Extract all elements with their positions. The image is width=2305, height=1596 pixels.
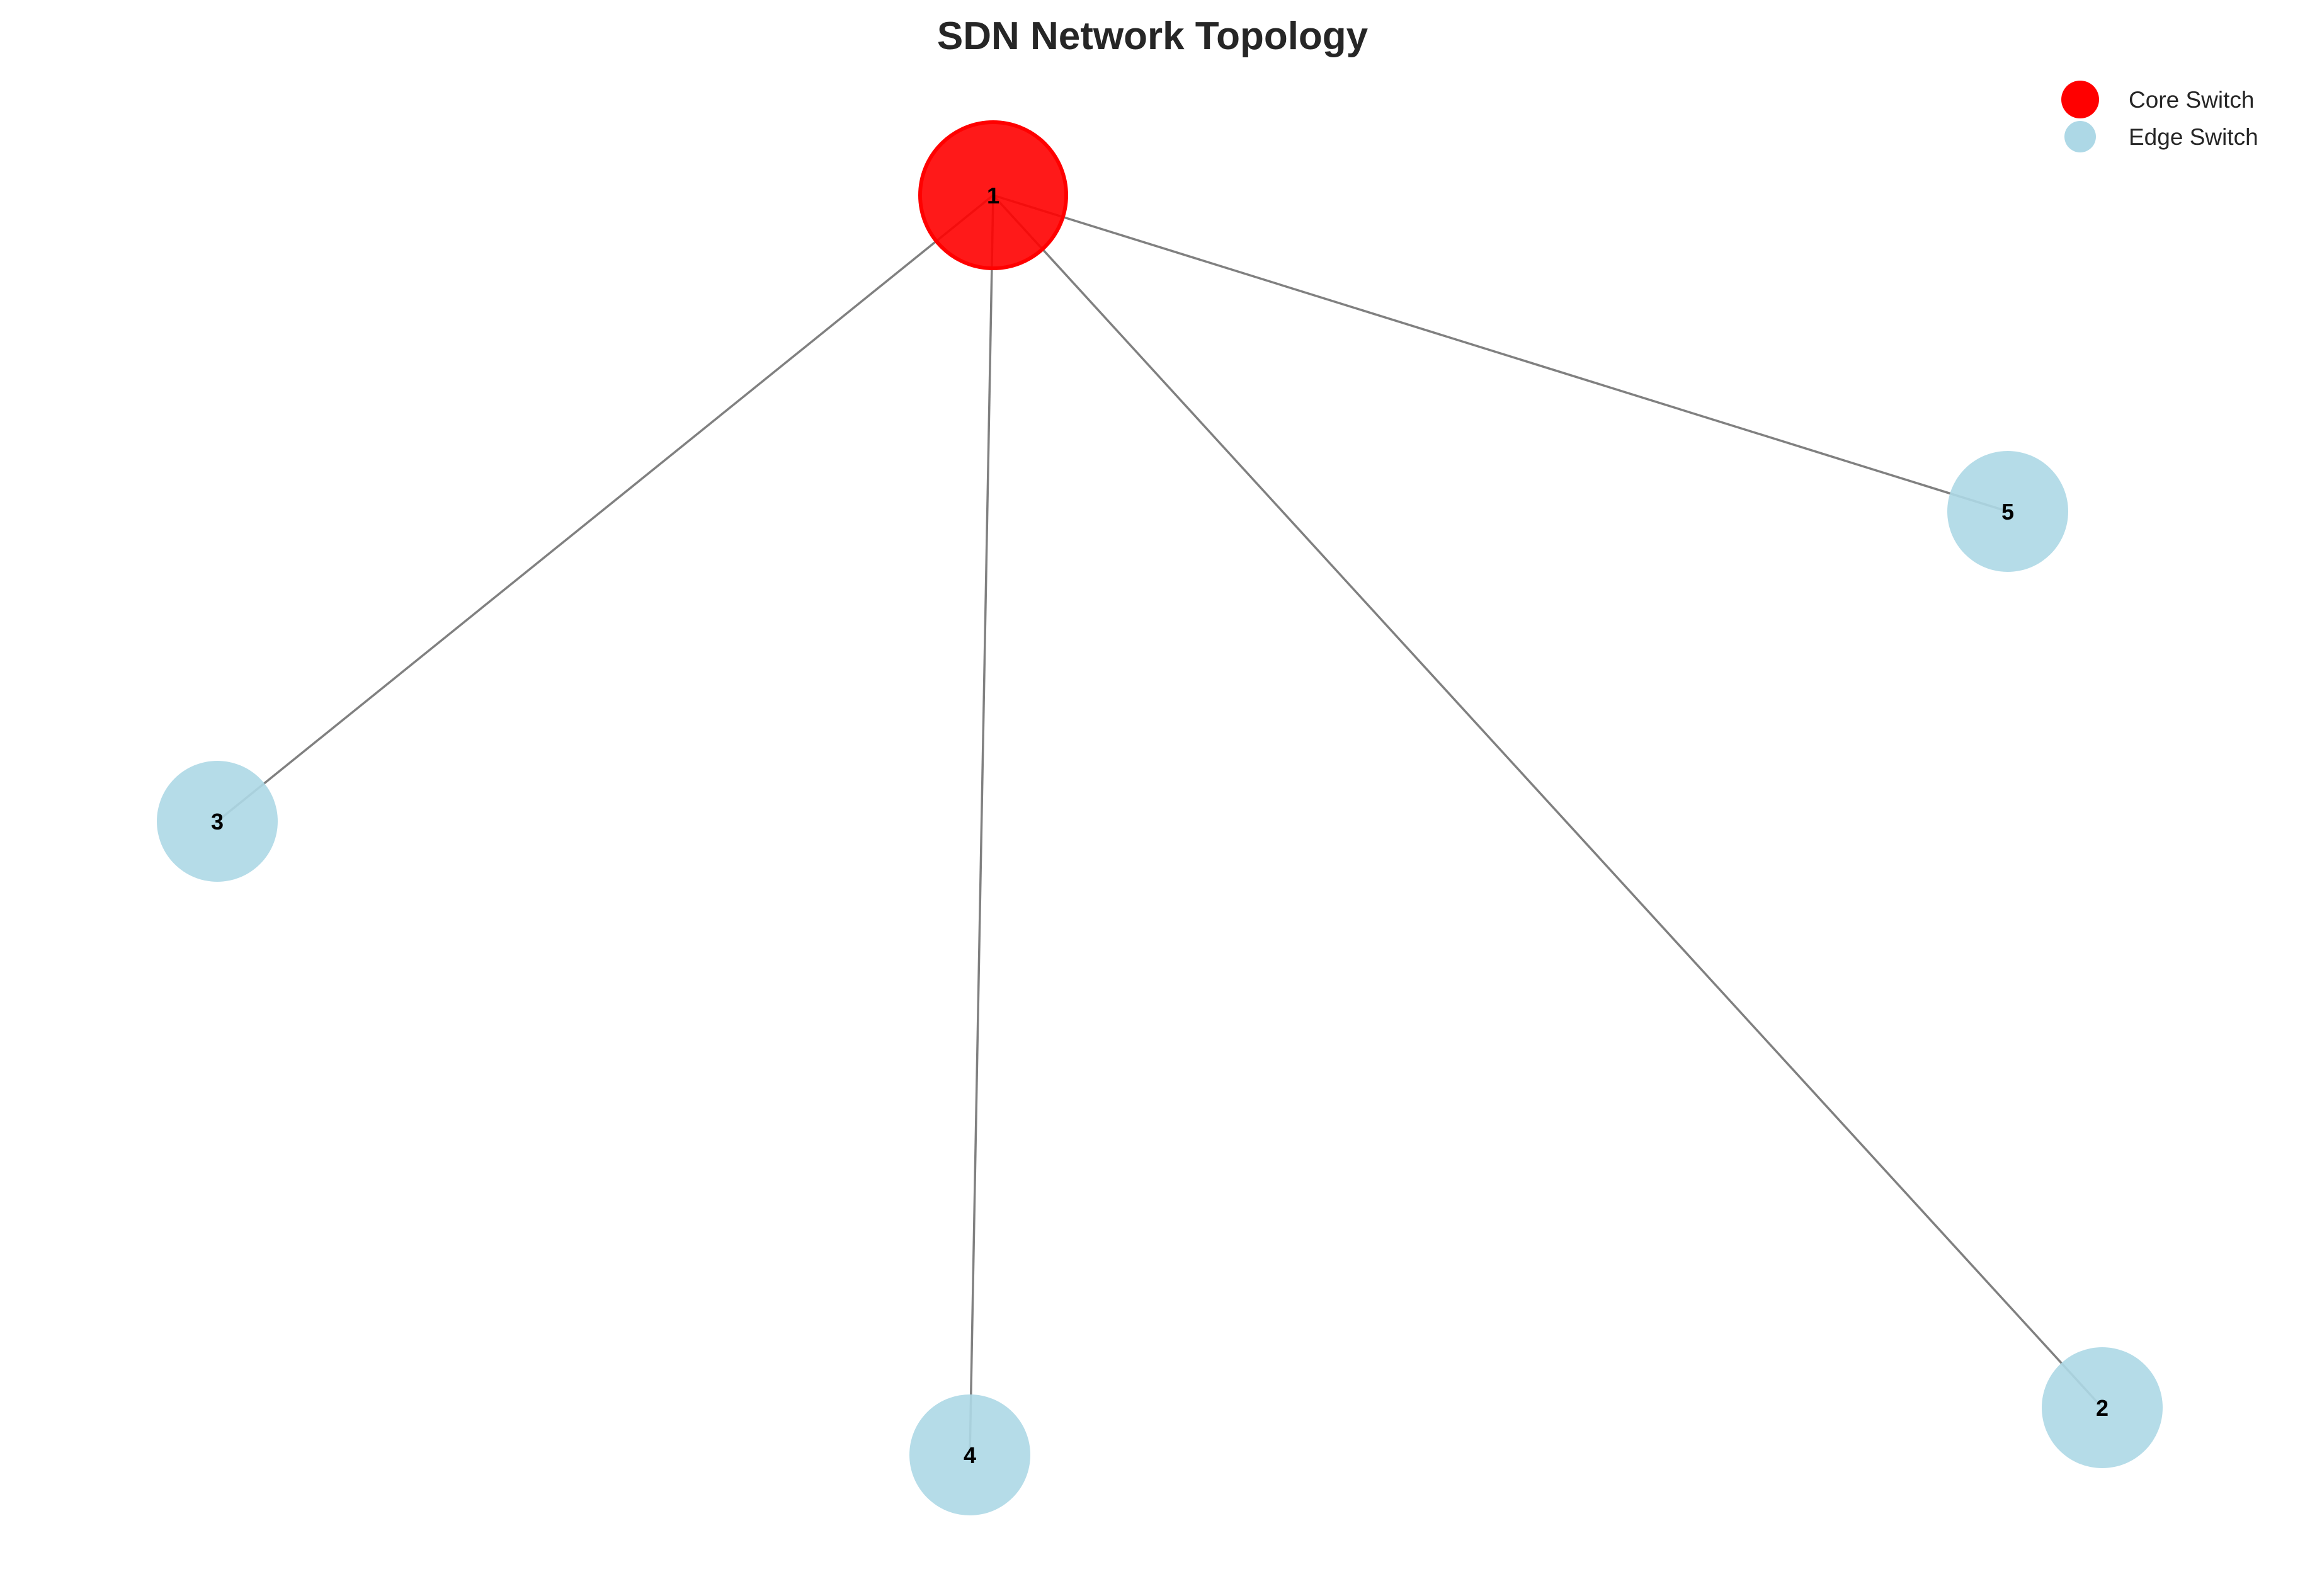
edge-switch-node-5 bbox=[1947, 451, 2068, 572]
legend-item-core: Core Switch bbox=[2061, 81, 2254, 118]
legend-marker-core bbox=[2061, 81, 2099, 118]
diagram-title: SDN Network Topology bbox=[937, 14, 1369, 58]
edge-1-2 bbox=[992, 194, 2103, 1409]
nodes-layer: 1 2 3 4 5 bbox=[157, 120, 2163, 1515]
edge-switch-node-2 bbox=[2042, 1347, 2163, 1468]
edges-layer bbox=[216, 194, 2103, 1456]
node-3: 3 bbox=[157, 761, 278, 882]
node-label-3: 3 bbox=[211, 809, 224, 835]
node-label-2: 2 bbox=[2096, 1395, 2109, 1421]
node-1: 1 bbox=[918, 120, 1068, 270]
node-label-5: 5 bbox=[2001, 499, 2014, 525]
edge-switch-node-4 bbox=[909, 1394, 1030, 1515]
core-switch-node-1 bbox=[918, 120, 1068, 270]
node-label-4: 4 bbox=[964, 1442, 976, 1468]
node-5: 5 bbox=[1947, 451, 2068, 572]
edge-switch-node-3 bbox=[157, 761, 278, 882]
node-label-1: 1 bbox=[987, 183, 999, 208]
edge-1-3 bbox=[216, 194, 994, 823]
edge-1-4 bbox=[969, 195, 994, 1456]
legend-item-edge: Edge Switch bbox=[2064, 121, 2258, 152]
node-4: 4 bbox=[909, 1394, 1030, 1515]
edge-1-5 bbox=[993, 194, 2008, 513]
legend: Core Switch Edge Switch bbox=[2061, 81, 2258, 152]
legend-marker-edge bbox=[2064, 121, 2096, 152]
legend-label-edge: Edge Switch bbox=[2129, 124, 2258, 150]
legend-label-core: Core Switch bbox=[2129, 87, 2254, 113]
node-2: 2 bbox=[2042, 1347, 2163, 1468]
